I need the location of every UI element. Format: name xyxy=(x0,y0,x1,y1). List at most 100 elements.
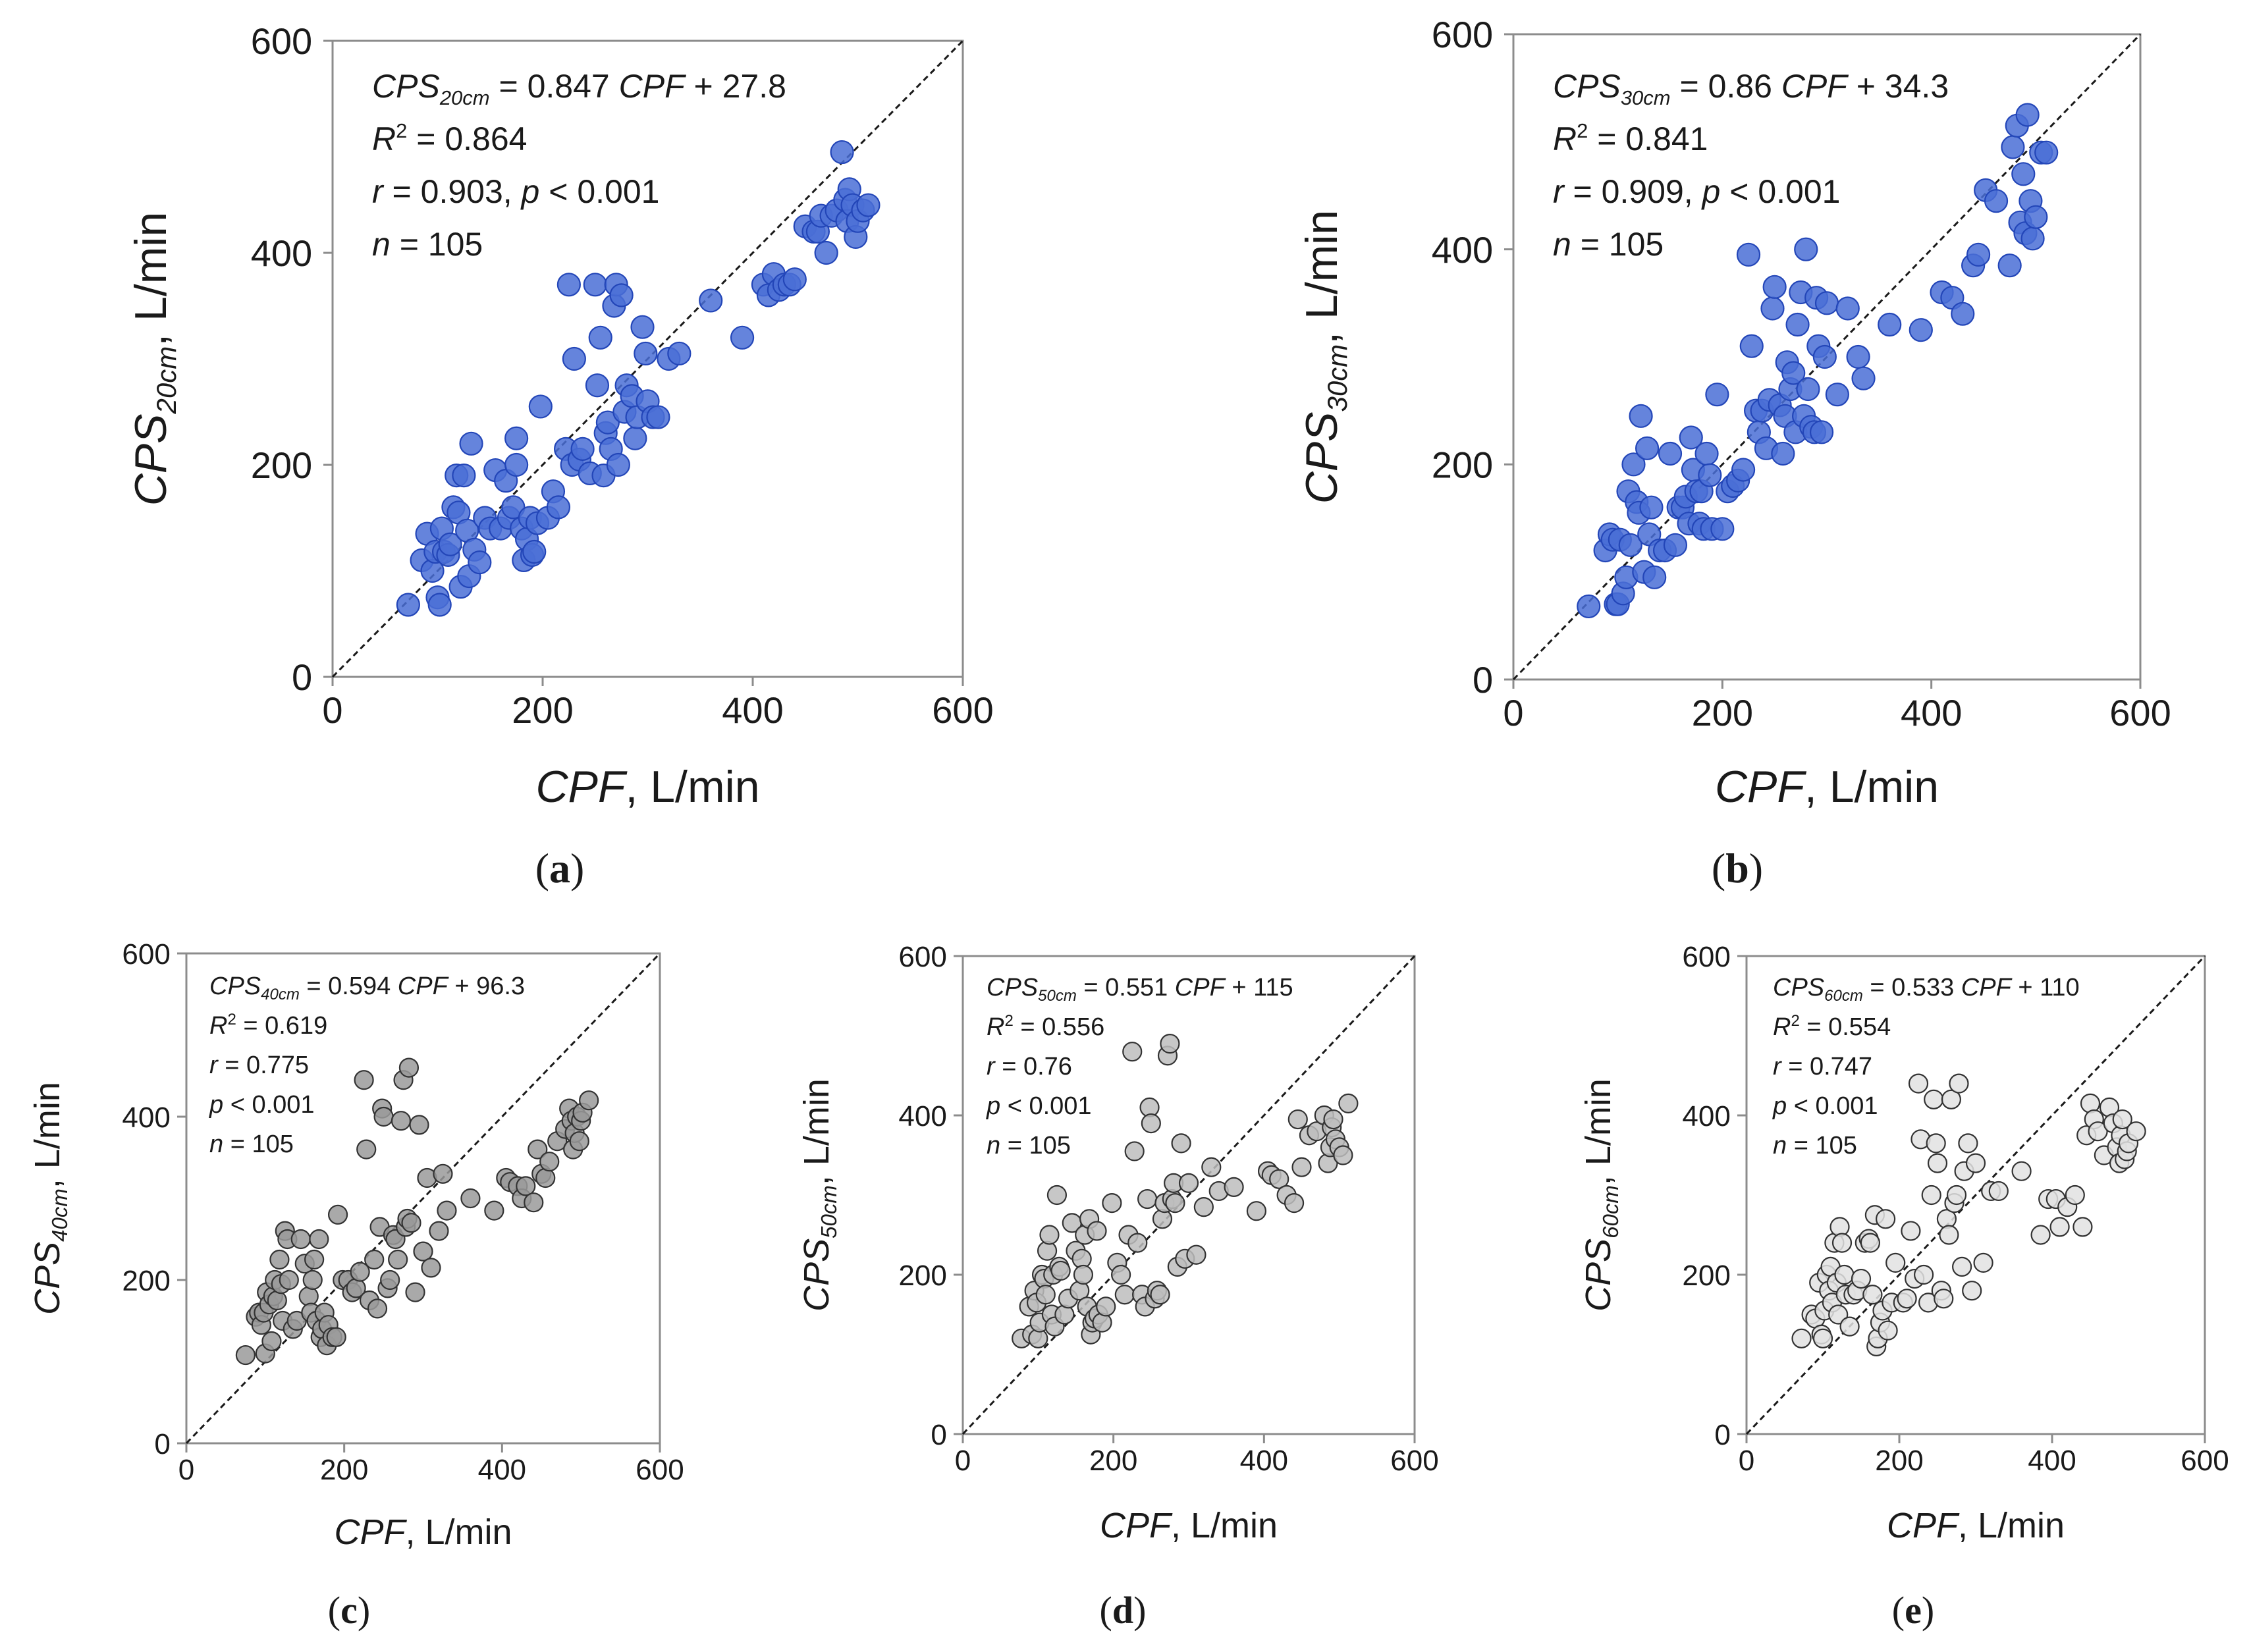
data-point xyxy=(1812,1328,1833,1348)
data-point xyxy=(1809,420,1834,444)
y-tick-label: 400 xyxy=(1682,1100,1730,1132)
p-value-line: p < 0.001 xyxy=(1772,1092,1878,1120)
y-axis-label-subscript: 60cm xyxy=(1598,1185,1623,1239)
data-point xyxy=(1224,1177,1244,1198)
y-tick-label: 200 xyxy=(1682,1260,1730,1292)
r2-superscript: 2 xyxy=(1791,1012,1799,1030)
eq-lhs: CPS xyxy=(987,974,1038,1001)
data-point xyxy=(2112,1109,2132,1130)
stat-value: < 0.001 xyxy=(1720,173,1840,210)
data-point xyxy=(1635,436,1660,460)
data-point xyxy=(1642,565,1667,589)
x-axis-label-unit: , L/min xyxy=(1958,1506,2065,1545)
paren: ( xyxy=(1892,1589,1905,1632)
data-point xyxy=(667,341,691,366)
correlation-line: r = 0.903, p < 0.001 xyxy=(372,173,659,210)
data-point xyxy=(261,1331,282,1352)
data-point xyxy=(1794,237,1818,261)
data-point xyxy=(1951,302,1975,326)
x-axis-label-unit: , L/min xyxy=(1804,762,1939,812)
data-point xyxy=(1825,383,1849,407)
data-point xyxy=(460,1188,481,1209)
data-point xyxy=(1785,312,1810,337)
n-symbol: n xyxy=(372,226,391,263)
data-point xyxy=(327,1204,348,1225)
data-point xyxy=(364,1249,385,1270)
data-point xyxy=(1096,1296,1116,1317)
data-point xyxy=(1862,1285,1883,1305)
eq-intercept: + 96.3 xyxy=(448,973,525,1000)
stat-symbol: r xyxy=(209,1052,219,1079)
x-axis-label-unit: , L/min xyxy=(625,762,759,812)
sample-size: n = 105 xyxy=(372,226,483,263)
eq-subscript: 20cm xyxy=(439,86,490,109)
data-point xyxy=(1791,1328,1812,1348)
x-tick-label: 400 xyxy=(1901,692,1962,733)
data-point xyxy=(1939,1225,1959,1245)
data-point xyxy=(1952,1256,1972,1277)
data-point xyxy=(1828,1304,1849,1325)
correlation-line: r = 0.909, p < 0.001 xyxy=(1553,173,1840,210)
data-point xyxy=(1796,377,1820,402)
sample-size: n = 105 xyxy=(987,1132,1071,1159)
data-point xyxy=(1150,1285,1170,1305)
x-tick-label: 400 xyxy=(478,1454,526,1486)
y-axis-label-unit: , L/min xyxy=(1579,1079,1618,1185)
y-axis-label-var: CPS xyxy=(1579,1239,1618,1312)
data-point xyxy=(782,267,807,292)
stat-value: = 0.903, xyxy=(383,173,522,210)
data-point xyxy=(1885,1252,1906,1273)
paren: ) xyxy=(570,845,584,892)
panel-letter: c xyxy=(340,1589,358,1632)
panel-letter: d xyxy=(1112,1589,1133,1632)
data-point xyxy=(535,1167,556,1188)
data-point xyxy=(380,1269,400,1291)
paren: ) xyxy=(358,1589,370,1632)
data-point xyxy=(504,452,529,477)
data-point xyxy=(1835,296,1860,321)
data-point xyxy=(1193,1197,1214,1217)
r2-value: = 0.864 xyxy=(407,120,527,157)
data-point xyxy=(1338,1093,1359,1113)
data-point xyxy=(630,315,655,339)
eq-var: CPF xyxy=(1961,974,2013,1001)
data-point xyxy=(2065,1185,2085,1206)
data-point xyxy=(2015,103,2040,127)
data-point xyxy=(367,1298,388,1319)
x-tick-label: 200 xyxy=(1692,692,1753,733)
y-axis-label: CPS60cm, L/min xyxy=(1579,1079,1623,1312)
panel-label: (e) xyxy=(1892,1589,1934,1632)
data-point xyxy=(1876,1209,1896,1229)
data-point xyxy=(1901,1221,1921,1241)
stat-symbol: p xyxy=(1701,173,1721,210)
x-axis-label-unit: , L/min xyxy=(1171,1506,1278,1545)
stat-value: = 0.747 xyxy=(1781,1053,1872,1080)
data-point xyxy=(2020,226,2045,251)
data-point xyxy=(1039,1225,1060,1245)
data-point xyxy=(2024,205,2048,229)
r2-superscript: 2 xyxy=(1004,1012,1013,1030)
data-point xyxy=(350,1262,370,1282)
data-point xyxy=(1731,458,1756,482)
data-point xyxy=(354,1070,374,1090)
data-point xyxy=(1860,1233,1881,1253)
data-point xyxy=(1694,441,1719,466)
eq-var: CPF xyxy=(619,68,686,105)
data-point xyxy=(699,288,723,313)
data-point xyxy=(1973,1252,1993,1273)
data-point xyxy=(1201,1157,1222,1177)
x-tick-label: 600 xyxy=(636,1454,684,1486)
y-tick-label: 600 xyxy=(1682,941,1730,973)
data-point xyxy=(309,1229,329,1250)
y-axis-label-subscript: 20cm xyxy=(151,346,182,415)
stat-value: < 0.001 xyxy=(539,173,659,210)
data-point xyxy=(1137,1188,1158,1210)
n-symbol: n xyxy=(987,1132,1000,1159)
r2-symbol: R xyxy=(209,1012,227,1040)
data-point xyxy=(1639,495,1664,520)
p-value: < 0.001 xyxy=(223,1091,314,1119)
paren: ( xyxy=(535,845,549,892)
data-point xyxy=(2088,1121,2108,1142)
